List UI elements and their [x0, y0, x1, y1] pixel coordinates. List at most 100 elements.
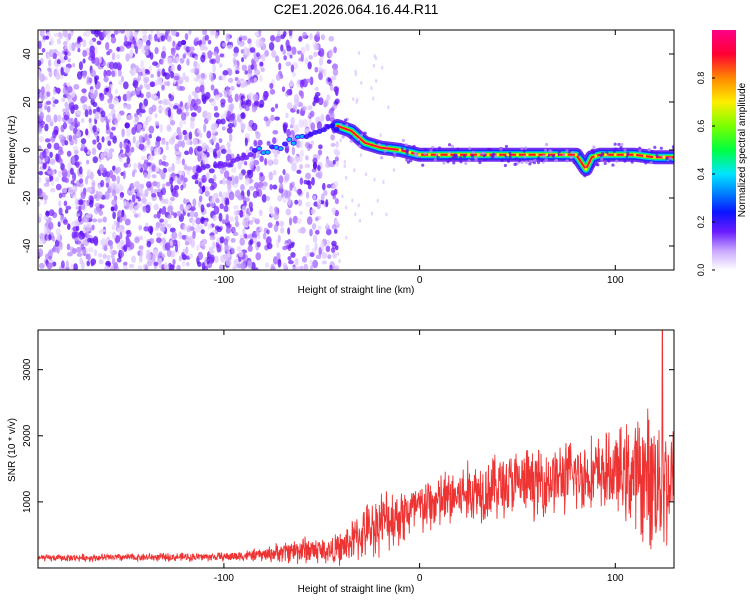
spectrogram-noise-cell	[171, 231, 178, 240]
spectrogram-noise-cell	[176, 108, 183, 115]
spectrogram-noise-cell	[237, 162, 242, 170]
spectrogram-noise-cell	[329, 83, 334, 92]
spectrogram-noise-cell	[323, 68, 327, 77]
spectrogram-noise-cell	[206, 203, 211, 208]
spectrogram-signal-peak	[623, 153, 627, 157]
spectrogram-noise-cell	[110, 253, 115, 259]
spectrogram-signal-peak	[594, 154, 598, 158]
spectrogram-noise-cell	[247, 78, 251, 86]
spectrogram-noise-cell	[61, 96, 66, 103]
spectrogram-noise-cell	[387, 105, 390, 110]
spectrogram-noise-cell	[286, 238, 292, 244]
spectrogram-noise-cell	[228, 133, 233, 143]
spectrogram-noise-cell	[320, 113, 325, 122]
spectrogram-noise-cell	[158, 251, 163, 256]
spectrogram-noise-cell	[108, 103, 115, 110]
spectrogram-signal-cell	[540, 158, 544, 163]
spectrogram-noise-cell	[159, 218, 164, 223]
spectrogram-noise-cell	[272, 130, 279, 135]
spectrogram-noise-cell	[299, 79, 304, 88]
spectrogram-noise-cell	[102, 216, 108, 223]
spectrogram-noise-cell	[174, 192, 179, 198]
spectrogram-noise-cell	[196, 244, 200, 251]
spectrogram-noise-cell	[158, 100, 163, 105]
spectrogram-noise-cell	[288, 260, 294, 265]
spectrogram-noise-cell	[182, 53, 187, 59]
spectrogram-noise-cell	[304, 57, 309, 65]
spectrogram-noise-cell	[58, 192, 63, 199]
spectrogram-noise-cell	[314, 216, 319, 222]
spectrogram-noise-cell	[55, 183, 62, 191]
spectrogram-signal-cell	[257, 146, 262, 151]
spectrogram-signal-cell	[506, 159, 511, 163]
spectrogram-noise-cell	[161, 68, 166, 77]
spectrogram-noise-cell	[88, 247, 94, 253]
spectrogram-noise-cell	[156, 76, 163, 86]
spectrogram-noise-cell	[69, 124, 74, 131]
spectrogram-noise-cell	[273, 223, 279, 233]
spectrogram-noise-cell	[96, 40, 102, 46]
spectrogram-noise-cell	[183, 205, 189, 213]
spectrogram-noise-cell	[87, 253, 91, 261]
snr-x-tick-label: 0	[417, 573, 423, 584]
spectrogram-noise-cell	[196, 40, 203, 45]
spectrogram-noise-cell	[141, 30, 148, 35]
spectrogram-signal-peak	[662, 155, 666, 159]
spectrogram-noise-cell	[114, 88, 119, 95]
spectrogram-noise-cell	[181, 252, 185, 257]
spectrogram-noise-cell	[221, 177, 226, 185]
spectrogram-signal-cell	[437, 146, 442, 150]
spectrogram-noise-cell	[312, 157, 318, 164]
spectrogram-noise-cell	[130, 43, 135, 49]
spectrogram-noise-cell	[162, 183, 166, 188]
spectrogram-noise-cell	[154, 46, 159, 55]
spectrogram-signal-cell	[343, 118, 348, 122]
spectrogram-signal-cell	[520, 160, 524, 164]
spectrogram-noise-cell	[80, 243, 85, 251]
spectrogram-noise-cell	[75, 161, 80, 168]
spectrogram-noise-cell	[222, 191, 228, 197]
spectrogram-noise-cell	[116, 53, 120, 60]
spectrogram-noise-cell	[241, 35, 248, 41]
spectrogram-noise-cell	[183, 163, 188, 171]
colorbar-tick-label: 0.2	[696, 216, 706, 229]
spectrogram-noise-cell	[38, 40, 42, 50]
spectrogram-noise-cell	[38, 101, 43, 109]
spectrogram-noise-cell	[45, 35, 50, 40]
spectrogram-signal-cell	[385, 142, 389, 147]
spectrogram-noise-cell	[186, 58, 190, 66]
spectrogram-noise-cell	[55, 87, 61, 94]
spectrogram-noise-cell	[65, 260, 70, 269]
spectrogram-noise-cell	[170, 66, 176, 72]
spectrogram-noise-cell	[105, 171, 110, 178]
spectrogram-noise-cell	[232, 231, 239, 237]
spectrogram-noise-cell	[55, 228, 61, 236]
spectrogram-noise-cell	[60, 260, 65, 269]
snr-series-line	[38, 330, 674, 566]
spectrogram-noise-cell	[216, 226, 222, 233]
spectrogram-noise-cell	[106, 92, 113, 97]
spectrogram-noise-cell	[296, 189, 301, 194]
spectrogram-noise-cell	[140, 155, 146, 161]
spectrogram-noise-cell	[331, 184, 335, 190]
spectrogram-signal-cell	[612, 149, 616, 153]
spectrogram-noise-cell	[194, 180, 199, 185]
spectrogram-noise-cell	[105, 119, 110, 124]
spectrogram-noise-cell	[240, 122, 246, 130]
spectrogram-noise-cell	[333, 228, 338, 234]
spectrogram-noise-cell	[158, 107, 165, 112]
spectrogram-noise-cell	[105, 87, 110, 93]
spectrogram-signal-cell	[456, 147, 460, 151]
spectrogram-noise-cell	[261, 194, 267, 203]
spectrogram-noise-cell	[50, 136, 56, 143]
spectrogram-noise-cell	[62, 30, 68, 38]
spectrogram-noise-cell	[78, 61, 83, 71]
spectrogram-noise-cell	[96, 135, 100, 143]
spectrogram-noise-cell	[332, 252, 338, 259]
spectrogram-noise-cell	[132, 135, 136, 144]
spectrogram-noise-cell	[145, 252, 152, 261]
spectrogram-noise-cell	[78, 199, 84, 206]
spectrogram-noise-cell	[238, 250, 244, 258]
spectrogram-noise-cell	[259, 172, 264, 177]
spectrogram-noise-cell	[157, 188, 161, 193]
